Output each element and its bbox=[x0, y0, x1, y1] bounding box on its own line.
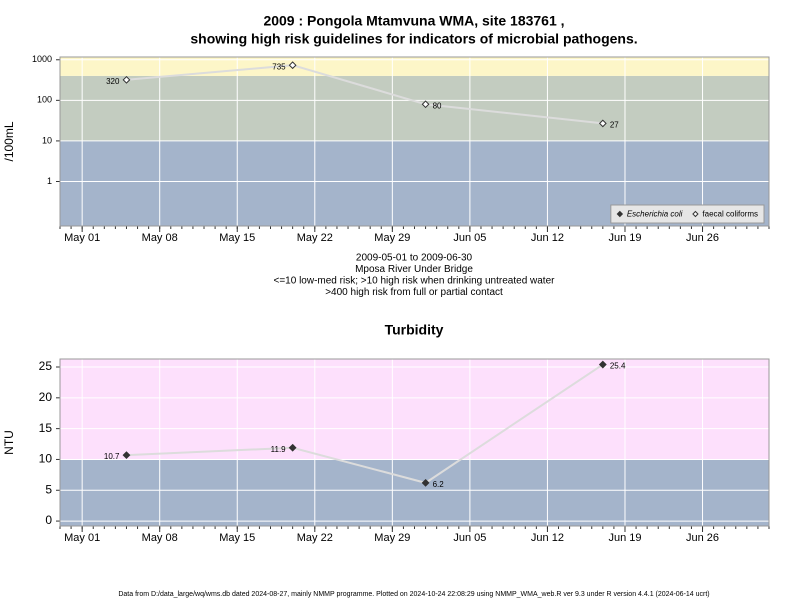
chart-title: Turbidity bbox=[385, 322, 444, 338]
y-tick-label: 0 bbox=[45, 513, 52, 527]
x-axis-label: >400 high risk from full or partial cont… bbox=[325, 287, 503, 298]
x-tick-label: Jun 12 bbox=[531, 232, 564, 244]
y-tick-label: 20 bbox=[39, 390, 53, 404]
y-tick-label: 10 bbox=[42, 135, 52, 145]
y-tick-label: 1000 bbox=[32, 54, 52, 64]
plot-frame bbox=[59, 56, 770, 227]
x-axis-label: Mposa River Under Bridge bbox=[355, 264, 473, 275]
data-label: 11.9 bbox=[271, 445, 287, 454]
x-tick-label: Jun 12 bbox=[531, 532, 564, 544]
legend-label: faecal coliforms bbox=[702, 210, 758, 219]
x-tick-label: May 29 bbox=[374, 232, 410, 244]
x-tick-label: Jun 05 bbox=[453, 232, 486, 244]
y-tick-label: 5 bbox=[45, 482, 52, 496]
data-label: 320 bbox=[106, 77, 120, 86]
data-point bbox=[288, 61, 297, 70]
x-axis-label: <=10 low-med risk; >10 high risk when dr… bbox=[274, 276, 556, 287]
y-tick-label: 25 bbox=[39, 359, 53, 373]
data-point bbox=[598, 119, 607, 128]
y-axis-label: NTU bbox=[2, 430, 16, 455]
x-tick-label: May 29 bbox=[374, 532, 410, 544]
y-tick-label: 10 bbox=[39, 452, 53, 466]
legend-label: Escherichia coli bbox=[627, 210, 683, 219]
x-tick-label: Jun 19 bbox=[608, 532, 641, 544]
x-tick-label: Jun 26 bbox=[686, 232, 719, 244]
risk-band bbox=[60, 75, 769, 141]
legend: Escherichia coli faecal coliforms bbox=[610, 204, 765, 224]
x-tick-label: May 01 bbox=[64, 232, 100, 244]
y-tick-label: 100 bbox=[37, 95, 52, 105]
series-line bbox=[126, 64, 603, 125]
chart-subtitle: showing high risk guidelines for indicat… bbox=[190, 31, 637, 47]
risk-band bbox=[60, 359, 769, 460]
data-point bbox=[122, 75, 131, 84]
y-tick-label: 15 bbox=[39, 421, 53, 435]
legend-marker bbox=[692, 210, 699, 218]
x-tick-label: May 01 bbox=[64, 532, 100, 544]
x-tick-label: May 15 bbox=[219, 232, 255, 244]
data-point bbox=[421, 100, 430, 109]
data-label: 735 bbox=[272, 62, 286, 71]
data-label: 27 bbox=[610, 121, 619, 130]
x-tick-label: Jun 05 bbox=[453, 532, 486, 544]
legend-marker bbox=[616, 210, 624, 218]
footer: Data from D:/data_large/wq/wms.db dated … bbox=[118, 591, 709, 598]
series-line bbox=[126, 363, 604, 484]
data-label: 25.4 bbox=[610, 362, 626, 371]
x-tick-label: May 08 bbox=[142, 232, 178, 244]
data-point bbox=[598, 360, 607, 369]
data-point bbox=[122, 451, 131, 460]
x-tick-label: Jun 19 bbox=[608, 232, 641, 244]
y-tick-label: 1 bbox=[47, 176, 52, 186]
x-tick-label: May 22 bbox=[297, 532, 333, 544]
y-axis-label: /100mL bbox=[2, 121, 16, 161]
x-axis-label: 2009-05-01 to 2009-06-30 bbox=[356, 253, 473, 264]
data-label: 80 bbox=[433, 101, 442, 110]
x-tick-label: Jun 26 bbox=[686, 532, 719, 544]
plot-frame bbox=[59, 358, 770, 527]
data-point bbox=[288, 443, 297, 452]
data-label: 10.7 bbox=[104, 452, 120, 461]
data-point bbox=[421, 478, 430, 487]
data-label: 6.2 bbox=[433, 480, 445, 489]
x-tick-label: May 15 bbox=[219, 532, 255, 544]
risk-band bbox=[60, 459, 769, 526]
x-tick-label: May 08 bbox=[142, 532, 178, 544]
x-tick-label: May 22 bbox=[297, 232, 333, 244]
legend-box bbox=[610, 204, 765, 224]
chart-title: 2009 : Pongola Mtamvuna WMA, site 183761… bbox=[263, 13, 564, 29]
